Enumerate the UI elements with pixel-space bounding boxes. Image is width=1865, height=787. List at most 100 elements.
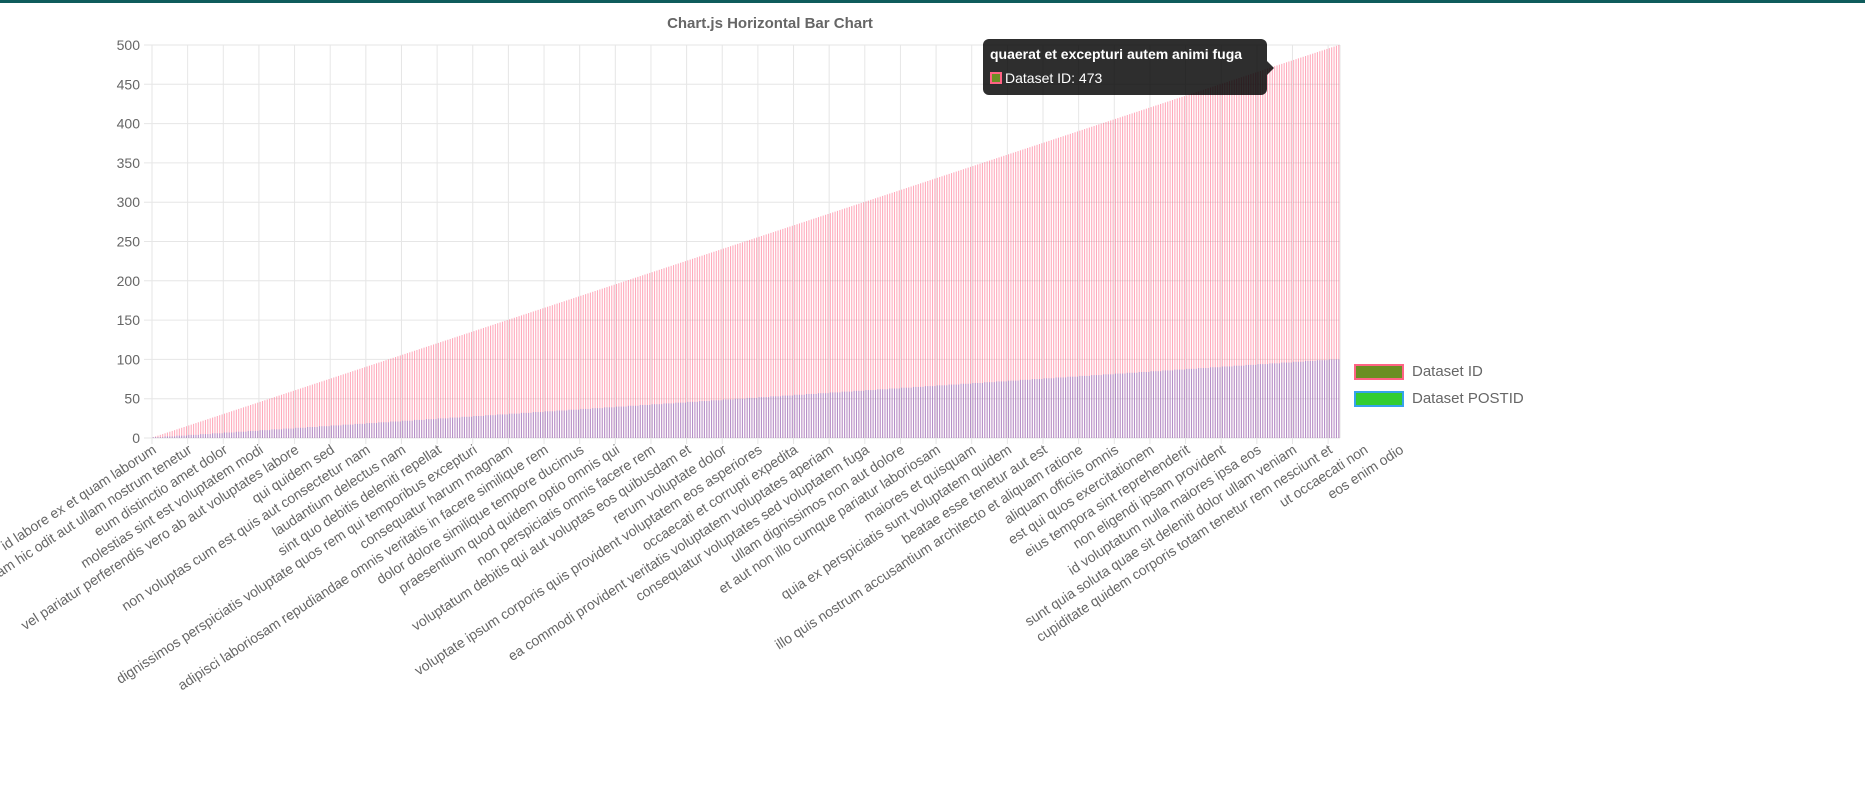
bar-dataset-postid[interactable] (896, 388, 898, 438)
bar-dataset-postid[interactable] (1143, 371, 1145, 438)
bar-dataset-postid[interactable] (428, 419, 430, 438)
bar-dataset-postid[interactable] (587, 408, 589, 438)
bar-dataset-id[interactable] (1250, 74, 1252, 438)
bar-dataset-id[interactable] (506, 320, 508, 438)
bar-dataset-id[interactable] (758, 236, 760, 438)
bar-dataset-id[interactable] (829, 213, 831, 438)
bar-dataset-postid[interactable] (418, 419, 420, 438)
bar-dataset-id[interactable] (1084, 129, 1086, 439)
bar-dataset-id[interactable] (955, 171, 957, 438)
bar-dataset-postid[interactable] (1105, 374, 1107, 438)
bar-dataset-postid[interactable] (568, 409, 570, 438)
bar-dataset-id[interactable] (646, 273, 648, 438)
bar-dataset-id[interactable] (1027, 147, 1029, 438)
bar-dataset-postid[interactable] (950, 384, 953, 438)
bar-dataset-id[interactable] (668, 266, 670, 438)
bar-dataset-postid[interactable] (542, 412, 544, 438)
bar-dataset-id[interactable] (209, 418, 211, 438)
bar-dataset-id[interactable] (204, 419, 206, 438)
bar-dataset-id[interactable] (321, 381, 323, 438)
bar-dataset-postid[interactable] (1231, 366, 1233, 438)
bar-dataset-postid[interactable] (962, 383, 964, 438)
bar-dataset-postid[interactable] (822, 393, 824, 438)
bar-dataset-postid[interactable] (1112, 374, 1114, 438)
bar-dataset-id[interactable] (777, 230, 779, 438)
bar-dataset-id[interactable] (1314, 52, 1316, 439)
bar-dataset-postid[interactable] (1050, 378, 1052, 438)
bar-dataset-postid[interactable] (518, 413, 520, 438)
bar-dataset-id[interactable] (532, 311, 534, 438)
bar-dataset-postid[interactable] (459, 417, 461, 438)
bar-dataset-id[interactable] (1079, 130, 1081, 438)
bar-dataset-id[interactable] (991, 159, 993, 439)
bar-dataset-postid[interactable] (404, 420, 406, 438)
bar-dataset-postid[interactable] (523, 412, 525, 438)
bar-dataset-id[interactable] (428, 346, 430, 438)
bar-dataset-postid[interactable] (848, 391, 850, 438)
bar-dataset-postid[interactable] (570, 409, 572, 438)
bar-dataset-id[interactable] (656, 270, 658, 438)
bar-dataset-id[interactable] (452, 338, 454, 438)
bar-dataset-id[interactable] (675, 264, 677, 438)
bar-dataset-postid[interactable] (176, 435, 178, 438)
bar-dataset-id[interactable] (680, 262, 682, 438)
bar-dataset-postid[interactable] (1000, 381, 1002, 438)
bar-dataset-id[interactable] (682, 261, 684, 438)
bar-dataset-id[interactable] (561, 302, 563, 438)
bar-dataset-postid[interactable] (157, 437, 159, 438)
bar-dataset-postid[interactable] (855, 390, 858, 438)
bar-dataset-id[interactable] (585, 294, 587, 438)
bar-dataset-postid[interactable] (993, 382, 995, 438)
bar-dataset-id[interactable] (810, 219, 812, 438)
bar-dataset-postid[interactable] (1243, 365, 1245, 438)
bar-dataset-id[interactable] (1034, 145, 1036, 438)
bar-dataset-id[interactable] (644, 274, 646, 438)
bar-dataset-id[interactable] (221, 414, 223, 438)
bar-dataset-id[interactable] (345, 373, 347, 438)
bar-dataset-id[interactable] (1207, 88, 1209, 438)
bar-dataset-postid[interactable] (1271, 363, 1273, 438)
bar-dataset-postid[interactable] (1164, 370, 1166, 438)
bar-dataset-id[interactable] (615, 283, 618, 438)
bar-dataset-postid[interactable] (1240, 365, 1242, 438)
bar-dataset-postid[interactable] (661, 404, 663, 438)
bar-dataset-postid[interactable] (440, 418, 442, 438)
bar-dataset-postid[interactable] (1297, 361, 1299, 438)
bar-dataset-id[interactable] (1295, 59, 1297, 438)
bar-dataset-postid[interactable] (423, 419, 425, 438)
bar-dataset-postid[interactable] (991, 382, 993, 438)
bar-dataset-postid[interactable] (1067, 376, 1069, 438)
bar-dataset-id[interactable] (841, 209, 843, 438)
bar-dataset-id[interactable] (416, 349, 418, 438)
bar-dataset-id[interactable] (1138, 111, 1140, 439)
bar-dataset-postid[interactable] (1022, 379, 1024, 438)
bar-dataset-id[interactable] (335, 376, 337, 438)
bar-dataset-id[interactable] (772, 232, 774, 438)
bar-dataset-id[interactable] (1112, 119, 1114, 439)
bar-dataset-postid[interactable] (226, 432, 228, 438)
bar-dataset-postid[interactable] (409, 420, 411, 438)
bar-dataset-postid[interactable] (791, 395, 793, 438)
bar-dataset-postid[interactable] (898, 388, 900, 438)
bar-dataset-postid[interactable] (162, 437, 164, 438)
bar-dataset-id[interactable] (302, 387, 304, 438)
bar-dataset-id[interactable] (1136, 111, 1138, 438)
bar-dataset-id[interactable] (385, 360, 387, 438)
bar-dataset-postid[interactable] (212, 433, 214, 438)
bar-dataset-postid[interactable] (492, 415, 494, 438)
bar-dataset-postid[interactable] (197, 434, 199, 438)
bar-dataset-id[interactable] (459, 335, 461, 438)
bar-dataset-id[interactable] (1174, 99, 1176, 438)
bar-dataset-id[interactable] (1057, 137, 1059, 439)
bar-dataset-postid[interactable] (1193, 368, 1195, 438)
bar-dataset-postid[interactable] (998, 381, 1000, 438)
bar-dataset-id[interactable] (948, 173, 950, 439)
bar-dataset-postid[interactable] (813, 393, 815, 438)
bar-dataset-id[interactable] (501, 321, 503, 438)
bar-dataset-id[interactable] (958, 170, 960, 438)
bar-dataset-postid[interactable] (1057, 377, 1059, 438)
bar-dataset-postid[interactable] (525, 412, 527, 438)
bar-dataset-postid[interactable] (613, 407, 615, 438)
bar-dataset-postid[interactable] (511, 413, 513, 438)
bar-dataset-postid[interactable] (1155, 371, 1157, 438)
